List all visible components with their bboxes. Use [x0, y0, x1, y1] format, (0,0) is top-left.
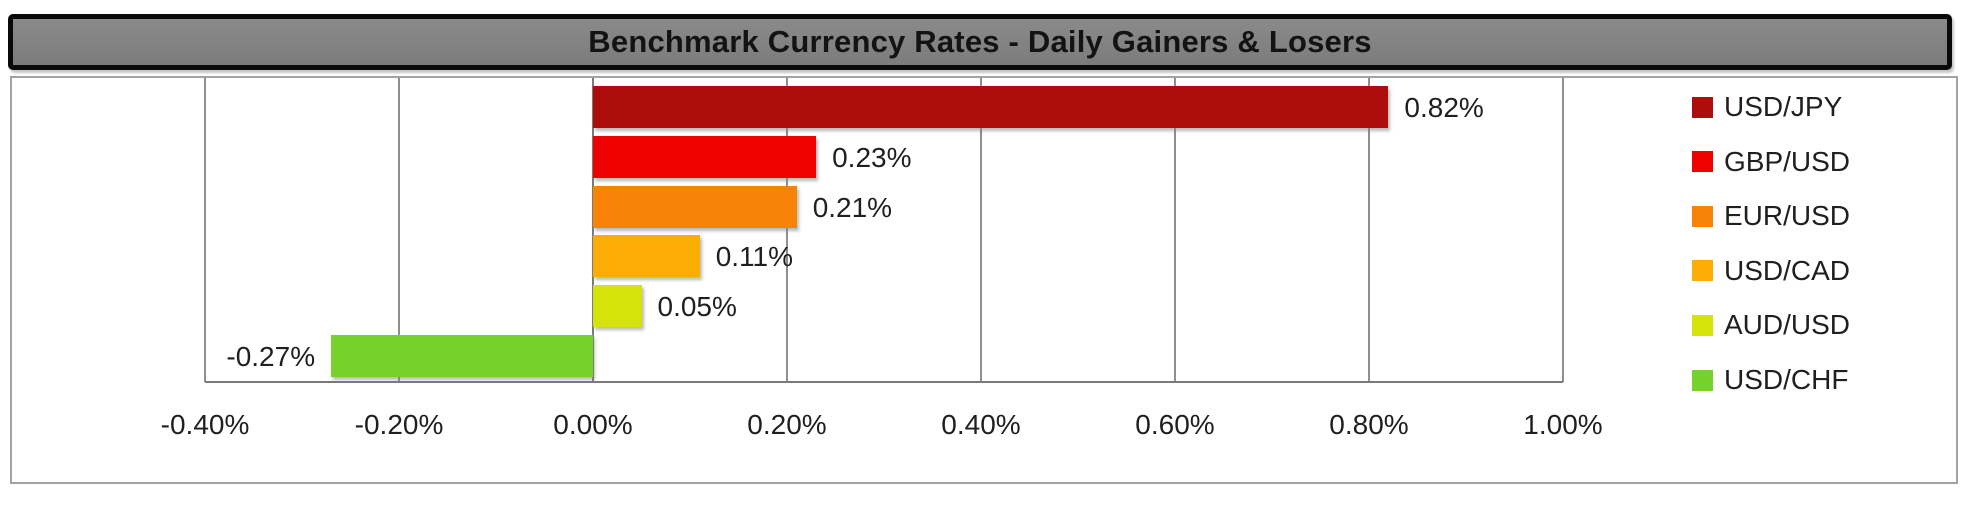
bar-usd-chf [331, 335, 593, 377]
x-axis-tick-label: 0.00% [553, 409, 633, 440]
bar-value-label-usd-jpy: 0.82% [1404, 92, 1484, 123]
legend-label: EUR/USD [1724, 200, 1851, 232]
legend-label: GBP/USD [1724, 145, 1851, 177]
legend-marker-icon [1692, 314, 1713, 336]
x-axis-tick-label: -0.20% [354, 409, 444, 440]
legend-marker-icon [1692, 260, 1713, 282]
legend-item-usd-chf: USD/CHF [1692, 364, 1849, 395]
plot-area: 0.82% 0.23% 0.21% 0.11% 0.05% -0.27% -0.40% -0.… [12, 78, 1956, 482]
bar-eur-usd [593, 185, 797, 228]
bar-value-label-usd-chf: -0.27% [226, 341, 316, 372]
x-axis-tick-label: 0.60% [1135, 409, 1215, 440]
gridline [980, 78, 982, 382]
bar-aud-usd [593, 285, 642, 328]
gridline [786, 78, 788, 382]
legend-item-eur-usd: EUR/USD [1692, 200, 1851, 232]
x-axis-tick-label: 0.20% [747, 409, 827, 440]
gridline [1562, 78, 1564, 382]
gridline [1368, 78, 1370, 382]
legend-item-gbp-usd: GBP/USD [1692, 145, 1851, 177]
x-axis-tick-label: 1.00% [1523, 409, 1603, 440]
bar-usd-cad [593, 235, 700, 278]
legend-label: USD/JPY [1724, 91, 1843, 122]
gridline [1174, 78, 1176, 382]
x-axis-tick-label: 0.80% [1329, 409, 1409, 440]
legend-marker-icon [1692, 205, 1713, 227]
legend-item-usd-cad: USD/CAD [1692, 254, 1851, 286]
chart-area: 0.82% 0.23% 0.21% 0.11% 0.05% -0.27% -0.40% -0.… [10, 76, 1958, 484]
gridline [398, 78, 400, 382]
legend-label: AUD/USD [1724, 309, 1851, 341]
legend-label: USD/CHF [1724, 364, 1849, 395]
chart-title-bar: Benchmark Currency Rates - Daily Gainers… [8, 14, 1952, 70]
legend-item-aud-usd: AUD/USD [1692, 309, 1851, 341]
x-axis-line [205, 381, 1563, 383]
bar-gbp-usd [593, 135, 817, 178]
bar-value-label-aud-usd: 0.05% [657, 291, 737, 323]
legend-marker-icon [1692, 369, 1713, 391]
legend-item-usd-jpy: USD/JPY [1692, 91, 1843, 122]
legend-marker-icon [1692, 151, 1713, 173]
chart-title: Benchmark Currency Rates - Daily Gainers… [588, 24, 1372, 59]
bar-usd-jpy [593, 86, 1389, 128]
zero-gridline [592, 78, 594, 382]
bar-value-label-usd-cad: 0.11% [715, 241, 794, 273]
bar-value-label-gbp-usd: 0.23% [832, 141, 912, 173]
x-axis-tick-label: 0.40% [941, 409, 1021, 440]
legend-marker-icon [1692, 96, 1713, 118]
bar-value-label-eur-usd: 0.21% [812, 191, 893, 223]
x-axis-tick-label: -0.40% [160, 409, 250, 440]
gridline [204, 78, 206, 382]
legend-label: USD/CAD [1724, 254, 1851, 286]
